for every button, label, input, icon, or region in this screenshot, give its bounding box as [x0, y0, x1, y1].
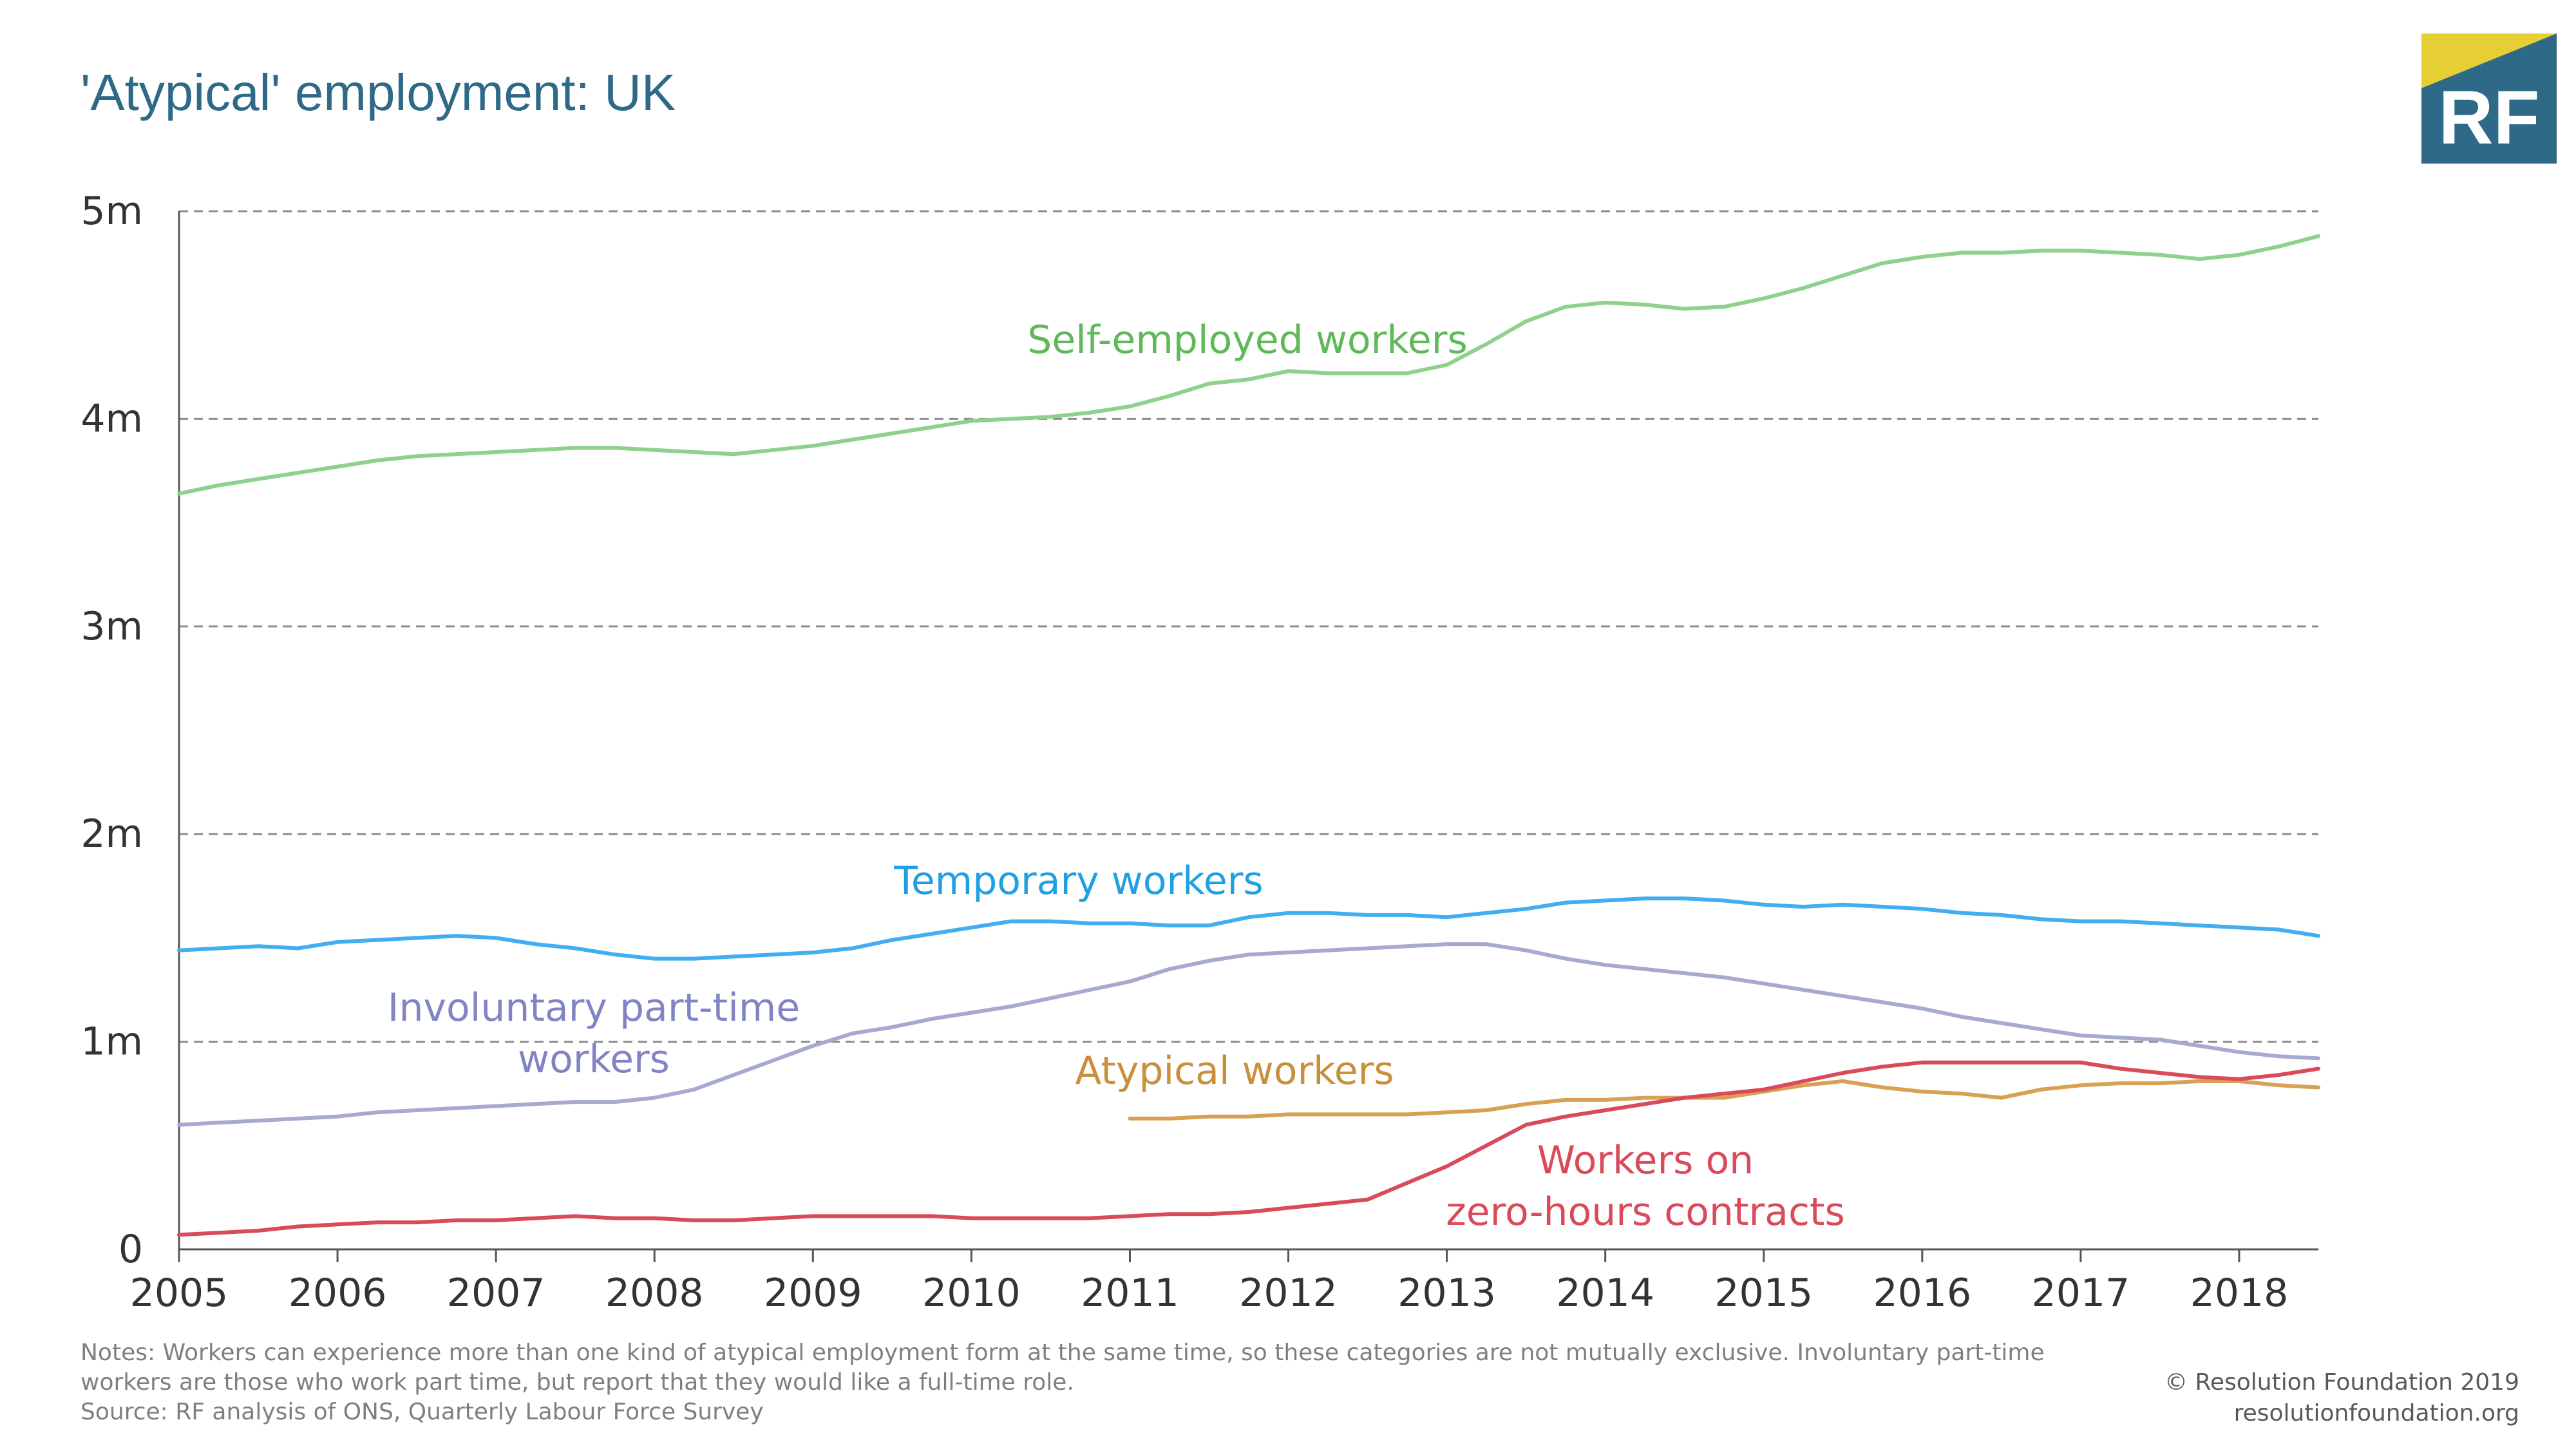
- axes: 0 1m 2m 3m 4m 5m 2005 2006 2007 2008 2009 2010 2011 2…: [80, 189, 2318, 1316]
- series-label-line: Temporary workers: [893, 858, 1263, 904]
- logo-accent: [2421, 33, 2557, 88]
- y-tick-label: 1m: [80, 1019, 143, 1065]
- chart-notes: Notes: Workers can experience more than …: [80, 1340, 2045, 1396]
- y-tick-label: 0: [118, 1227, 143, 1272]
- gridlines: [179, 210, 2318, 1043]
- x-tick-label: 2017: [2032, 1271, 2130, 1316]
- line-chart: 0 1m 2m 3m 4m 5m 2005 2006 2007 2008 2009 2010 2011 2…: [80, 189, 2320, 1316]
- x-tick-label: 2014: [1556, 1271, 1654, 1316]
- x-tick-label: 2009: [764, 1271, 862, 1316]
- series-lines: [177, 234, 2320, 1237]
- x-tick-label: 2006: [289, 1271, 387, 1316]
- series-line-self-employed-workers: [177, 234, 2320, 496]
- series-label-line: Involuntary part-time: [388, 985, 800, 1030]
- series-label-involuntary-part-time-workers: Involuntary part-time workers: [388, 985, 800, 1082]
- x-tick-label: 2011: [1081, 1271, 1179, 1316]
- website-link[interactable]: resolutionfoundation.org: [2233, 1400, 2519, 1426]
- series-line-temporary-workers: [177, 896, 2320, 961]
- x-tick-label: 2016: [1873, 1271, 1971, 1316]
- series-line-involuntary-part-time-workers: [177, 942, 2320, 1127]
- logo-text: RF: [2438, 75, 2540, 160]
- series-labels: Self-employed workers Temporary workers In…: [388, 317, 1845, 1235]
- series-label-workers-on-zero-hours-contracts: Workers on zero-hours contracts: [1446, 1138, 1844, 1235]
- y-tick-label: 3m: [80, 604, 143, 649]
- series-label-line: Workers on: [1537, 1138, 1754, 1183]
- x-tick-label: 2007: [447, 1271, 545, 1316]
- x-tick-label: 2015: [1714, 1271, 1813, 1316]
- x-tick-label: 2008: [605, 1271, 704, 1316]
- series-line-workers-on-zero-hours-contracts: [177, 1060, 2320, 1237]
- series-label-line: Atypical workers: [1075, 1048, 1394, 1094]
- x-tick-label: 2010: [922, 1271, 1021, 1316]
- chart-source: Source: RF analysis of ONS, Quarterly La…: [80, 1399, 764, 1425]
- series-label-line: Self-employed workers: [1027, 317, 1467, 363]
- x-tick-label: 2013: [1397, 1271, 1496, 1316]
- y-tick-label: 4m: [80, 396, 143, 441]
- logo-graphic: [2421, 33, 2557, 164]
- series-label-temporary-workers: Temporary workers: [893, 858, 1263, 904]
- series-label-self-employed-workers: Self-employed workers: [1027, 317, 1467, 363]
- x-tick-label: 2005: [130, 1271, 229, 1316]
- x-tick-label: 2018: [2190, 1271, 2289, 1316]
- copyright-notice: © Resolution Foundation 2019: [2164, 1369, 2519, 1396]
- series-label-line: workers: [518, 1037, 670, 1082]
- y-tick-label: 5m: [80, 189, 143, 234]
- y-tick-label: 2m: [80, 811, 143, 857]
- resolution-foundation-logo: RF: [2421, 33, 2557, 164]
- series-label-line: zero-hours contracts: [1446, 1189, 1844, 1235]
- series-label-atypical-workers: Atypical workers: [1075, 1048, 1394, 1094]
- chart-title: 'Atypical' employment: UK: [80, 64, 676, 121]
- x-tick-label: 2012: [1239, 1271, 1338, 1316]
- series-line-atypical-workers: [1128, 1079, 2320, 1121]
